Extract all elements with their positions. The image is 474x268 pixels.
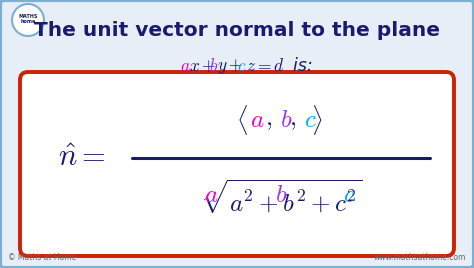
Text: $c$: $c$ bbox=[237, 57, 247, 75]
Text: The unit vector normal to the plane: The unit vector normal to the plane bbox=[34, 20, 440, 39]
Text: $a$: $a$ bbox=[250, 108, 265, 132]
Text: $c$: $c$ bbox=[343, 183, 356, 207]
Text: $b$: $b$ bbox=[275, 183, 287, 207]
Text: MATHS
home: MATHS home bbox=[18, 14, 38, 24]
Text: $b$: $b$ bbox=[273, 108, 294, 132]
Text: $,$: $,$ bbox=[290, 108, 297, 132]
Text: is:: is: bbox=[282, 57, 312, 75]
Text: $\hat{n} =$: $\hat{n} =$ bbox=[58, 143, 106, 173]
Text: $z = d$: $z = d$ bbox=[246, 57, 284, 75]
Text: $a$: $a$ bbox=[180, 57, 191, 75]
Text: $\rangle$: $\rangle$ bbox=[311, 103, 323, 137]
Text: $c$: $c$ bbox=[298, 108, 318, 132]
Circle shape bbox=[12, 4, 44, 36]
Text: © Maths at Home: © Maths at Home bbox=[8, 253, 76, 262]
Text: $,$: $,$ bbox=[265, 108, 273, 132]
Text: www.mathsathome.com: www.mathsathome.com bbox=[374, 253, 466, 262]
Text: $y + $: $y + $ bbox=[217, 57, 243, 76]
Text: $\sqrt{a^2 + b^2 + c^2}$: $\sqrt{a^2 + b^2 + c^2}$ bbox=[200, 179, 362, 217]
Text: $\langle$: $\langle$ bbox=[237, 103, 248, 137]
Text: $b$: $b$ bbox=[209, 57, 218, 75]
FancyBboxPatch shape bbox=[20, 72, 454, 256]
Text: $x + $: $x + $ bbox=[189, 57, 216, 75]
Text: $a$: $a$ bbox=[204, 183, 219, 207]
